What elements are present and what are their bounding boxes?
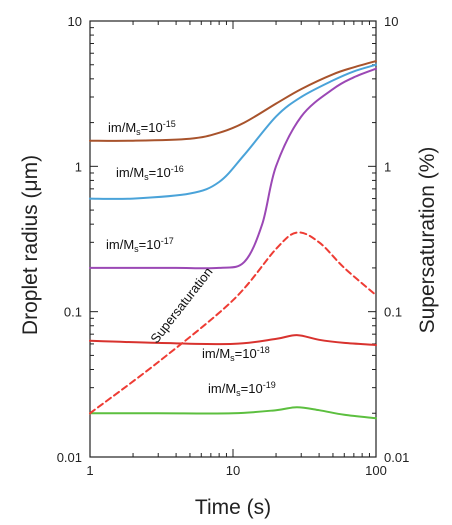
axes: 1 10 100 10 1 0.1 0.01 10 1 0.1 0.01: [57, 14, 410, 478]
y-tick-label: 0.01: [57, 450, 82, 465]
series-label-5: Supersaturation: [147, 264, 215, 346]
series-label-2: im/Ms=10-17: [106, 236, 174, 254]
series-label-4: im/Ms=10-19: [208, 380, 276, 398]
right-y-axis-title: Supersaturation (%): [416, 147, 439, 334]
series-line-5: [89, 231, 377, 415]
x-tick-label: 1: [86, 463, 93, 478]
series-label-1: im/Ms=10-16: [116, 164, 184, 182]
series-label-0: im/Ms=10-15: [108, 119, 176, 137]
series-line-1: [89, 63, 377, 200]
curve-labels: im/Ms=10-15 im/Ms=10-16 im/Ms=10-17 im/Ms=1…: [106, 119, 276, 398]
series-line-0: [89, 60, 377, 142]
y-right-tick-label: 0.1: [384, 305, 402, 320]
x-tick-label: 10: [226, 463, 240, 478]
y-tick-label: 1: [75, 159, 82, 174]
series-line-2: [89, 67, 377, 270]
series-line-4: [89, 406, 377, 420]
y-right-tick-label: 10: [384, 14, 398, 29]
series-label-3: im/Ms=10-18: [202, 345, 270, 363]
y-right-tick-label: 1: [384, 159, 391, 174]
series-line-3: [89, 334, 377, 346]
x-axis-title: Time (s): [195, 496, 271, 519]
left-y-axis-title: Droplet radius (μm): [19, 155, 42, 335]
y-tick-label: 0.1: [64, 305, 82, 320]
y-right-tick-label: 0.01: [384, 450, 409, 465]
series-group: [89, 60, 377, 420]
y-tick-label: 10: [68, 14, 82, 29]
x-tick-label: 100: [365, 463, 387, 478]
